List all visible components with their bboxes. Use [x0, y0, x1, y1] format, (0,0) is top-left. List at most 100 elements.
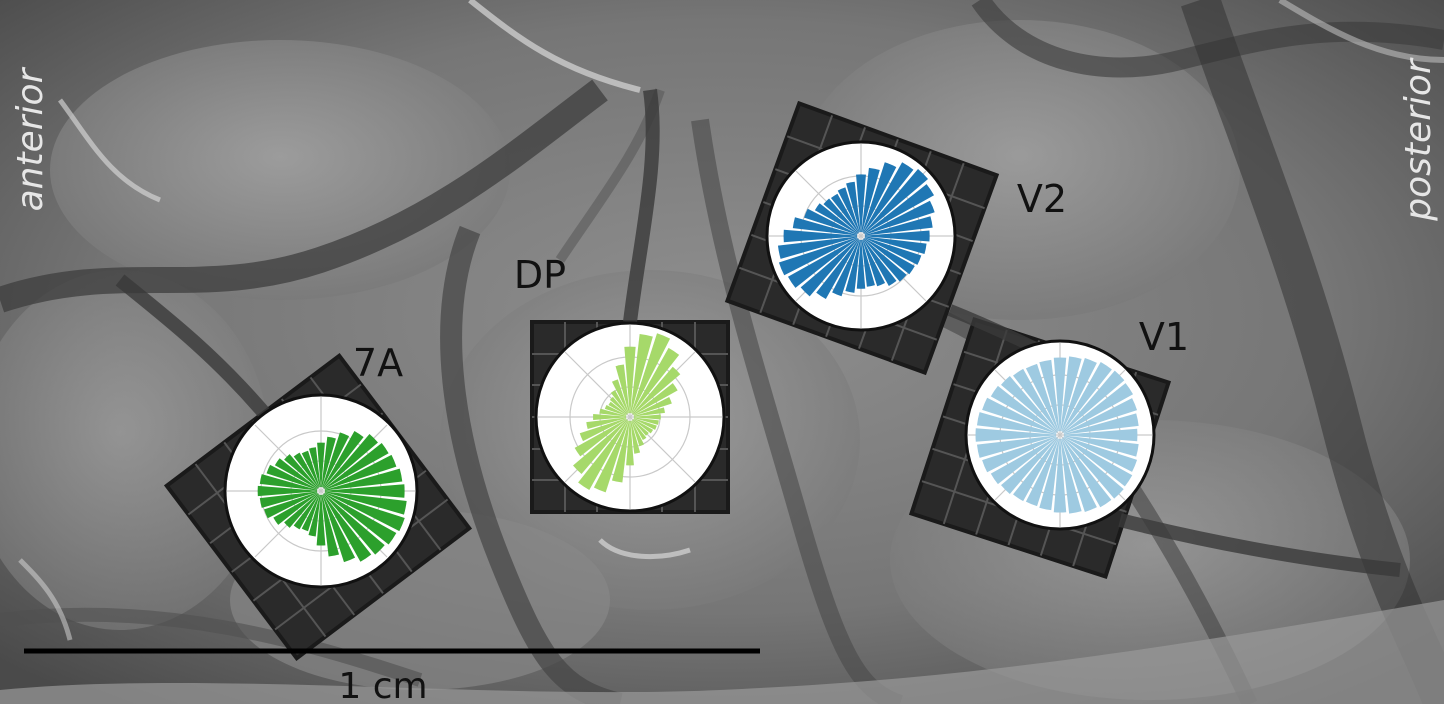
rose-bar-V1-28 [1062, 437, 1124, 499]
rose-bar-DP-31 [633, 417, 659, 425]
rose-bar-V1-17 [976, 435, 1057, 458]
rose-bar-V2-0 [864, 230, 930, 242]
polar-plot-V1 [964, 339, 1156, 531]
rose-bar-V2-25 [861, 239, 875, 287]
rose-bar-V1-1 [1063, 413, 1139, 435]
rose-bar-7A-0 [324, 484, 405, 498]
rose-bar-V1-19 [990, 436, 1057, 485]
rose-bar-V2-20 [800, 238, 859, 297]
rose-bar-V2-23 [845, 239, 861, 293]
rose-bar-7A-1 [324, 468, 403, 491]
rose-bar-7A-10 [301, 450, 320, 488]
rose-bar-V2-28 [863, 238, 907, 282]
rose-bar-V2-29 [864, 237, 915, 275]
rose-bar-V1-11 [1013, 368, 1059, 432]
rose-bar-DP-25 [630, 420, 641, 454]
rose-bar-7A-21 [293, 494, 320, 530]
rose-bar-DP-6 [631, 333, 671, 414]
rose-bar-7A-31 [324, 491, 407, 515]
rose-bar-DP-20 [573, 419, 628, 474]
rose-bar-7A-3 [324, 442, 389, 490]
rose-bar-7A-7 [321, 436, 336, 488]
rose-bar-7A-16 [257, 485, 318, 497]
rose-bar-7A-29 [324, 492, 397, 545]
rose-bar-DP-1 [633, 407, 665, 417]
rose-bar-7A-26 [322, 494, 356, 563]
rose-bar-DP-7 [630, 333, 653, 414]
rose-bar-DP-24 [626, 420, 634, 466]
rose-bar-7A-15 [259, 474, 318, 491]
rose-bar-V1-18 [982, 436, 1057, 473]
rose-bar-DP-22 [593, 420, 629, 493]
rose-bar-V1-14 [982, 397, 1057, 434]
rose-bar-DP-15 [599, 408, 627, 417]
rose-bar-V1-6 [1061, 357, 1097, 432]
rose-bar-V1-7 [1060, 356, 1082, 432]
rose-bar-V1-16 [975, 428, 1057, 442]
rose-bar-7A-6 [322, 432, 350, 488]
rose-bar-V2-19 [787, 237, 858, 288]
rose-bar-V1-25 [1060, 438, 1082, 514]
rose-bar-7A-8 [317, 442, 325, 488]
rose-bar-7A-12 [284, 454, 319, 489]
rose-bar-V2-8 [856, 174, 866, 233]
rose-bar-V2-21 [816, 239, 860, 300]
label-7A: 7A [353, 341, 403, 385]
rose-bar-DP-5 [631, 347, 680, 414]
wire-bundles [115, 89, 1401, 577]
rose-bar-V1-5 [1061, 361, 1112, 432]
polar-plot-V2 [765, 140, 957, 332]
rose-bar-V1-30 [1063, 436, 1138, 472]
polar-plot-DP [534, 321, 726, 513]
posterior-label: posterior [1398, 57, 1439, 222]
rose-bar-V1-13 [990, 385, 1057, 434]
rose-bar-V2-26 [862, 239, 886, 287]
rose-bar-DP-8 [624, 346, 636, 414]
rose-bar-V2-16 [783, 229, 858, 243]
rose-bar-DP-13 [608, 401, 627, 416]
rose-bar-V2-4 [863, 168, 929, 234]
rose-bar-DP-17 [586, 417, 627, 430]
rose-bar-7A-17 [259, 491, 318, 508]
rose-bar-7A-28 [323, 493, 385, 555]
rose-bar-DP-14 [604, 404, 627, 416]
rose-bar-V1-26 [1061, 438, 1097, 513]
rose-bar-V1-23 [1039, 438, 1060, 511]
rose-bar-7A-14 [266, 464, 318, 490]
rose-bar-V1-22 [1025, 438, 1059, 507]
rose-bar-V2-30 [864, 237, 922, 265]
rose-bar-V1-12 [1001, 376, 1058, 433]
rose-bar-DP-21 [578, 420, 629, 491]
label-V1: V1 [1139, 315, 1189, 359]
rose-bar-DP-29 [633, 418, 654, 434]
rose-bar-DP-19 [574, 418, 627, 457]
rose-bar-DP-12 [609, 396, 628, 415]
rose-bar-DP-23 [611, 420, 630, 483]
rose-bar-V1-21 [1013, 438, 1059, 502]
rose-bar-V2-12 [823, 198, 859, 234]
rose-bar-DP-11 [610, 390, 629, 414]
rose-bar-DP-9 [615, 364, 630, 414]
rose-bar-V1-15 [976, 412, 1057, 435]
rose-bar-V2-22 [832, 239, 860, 297]
rose-bar-DP-28 [632, 419, 649, 436]
rose-bar-DP-26 [631, 420, 645, 447]
label-V2: V2 [1017, 177, 1067, 221]
rose-bar-7A-13 [274, 458, 318, 490]
rose-bar-DP-18 [579, 418, 627, 442]
rose-bar-V2-27 [862, 239, 897, 286]
rose-bar-7A-25 [321, 494, 340, 557]
rose-bar-DP-3 [633, 383, 678, 416]
rose-bar-V1-10 [1025, 363, 1059, 432]
rose-bar-V2-9 [846, 181, 861, 233]
rose-bar-V2-2 [864, 200, 935, 235]
rose-bar-7A-30 [324, 492, 405, 532]
rose-bar-DP-2 [633, 396, 672, 416]
rose-bar-V2-10 [837, 187, 860, 233]
rose-bar-V1-3 [1063, 383, 1134, 434]
rose-bar-7A-18 [264, 492, 318, 519]
anterior-label: anterior [10, 66, 51, 211]
rose-bar-V2-17 [777, 236, 858, 259]
rose-bar-7A-5 [322, 431, 364, 488]
